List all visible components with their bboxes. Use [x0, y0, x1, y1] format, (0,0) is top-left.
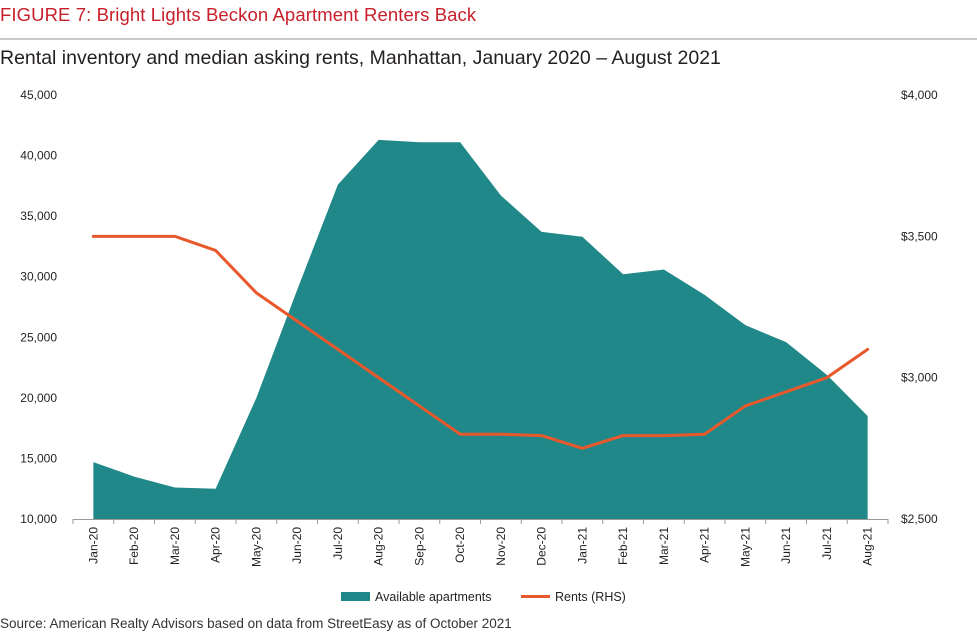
x-tick-label: Mar-20 — [168, 527, 182, 565]
chart-svg: Jan-20 Feb-20 Mar-20 Apr-20 May-20 Jun-20 Jul-… — [20, 88, 938, 604]
chart-subtitle: Rental inventory and median asking rents… — [0, 47, 721, 69]
right-y-tick-label: $3,500 — [901, 229, 938, 243]
legend-swatch-available-apartments — [341, 592, 370, 601]
left-y-tick-label: 35,000 — [20, 209, 57, 223]
left-y-tick-label: 30,000 — [20, 270, 57, 284]
x-tick-label: Feb-21 — [616, 527, 630, 565]
left-y-tick-label: 45,000 — [20, 88, 57, 102]
left-y-tick-label: 20,000 — [20, 391, 57, 405]
x-tick-label: Aug-21 — [861, 527, 875, 566]
x-tick-label: Oct-20 — [453, 527, 467, 563]
x-tick-label: Jun-21 — [779, 527, 793, 564]
x-tick-label: May-21 — [738, 527, 752, 567]
x-tick-label: Jan-20 — [86, 527, 100, 564]
area-series-available-apartments — [93, 139, 868, 519]
right-y-tick-label: $3,000 — [901, 371, 938, 385]
x-tick-label: Sep-20 — [412, 527, 426, 566]
x-tick-label: Jun-20 — [290, 527, 304, 564]
x-tick-label: May-20 — [249, 527, 263, 567]
x-tick-label: Jan-21 — [575, 527, 589, 564]
source-note: Source: American Realty Advisors based o… — [0, 616, 512, 631]
x-tick-label: Jul-20 — [331, 527, 345, 560]
left-y-tick-label: 40,000 — [20, 149, 57, 163]
left-y-tick-label: 15,000 — [20, 451, 57, 465]
title-divider — [0, 38, 977, 40]
x-tick-label: Apr-20 — [209, 527, 223, 563]
x-tick-label: Dec-20 — [535, 527, 549, 566]
left-y-tick-label: 25,000 — [20, 330, 57, 344]
right-y-tick-label: $2,500 — [901, 512, 938, 526]
legend-label-rents: Rents (RHS) — [555, 590, 626, 604]
x-tick-label: Feb-20 — [127, 527, 141, 565]
line-series-rents — [91, 234, 870, 450]
legend-label-available-apartments: Available apartments — [375, 590, 492, 604]
figure-title: FIGURE 7: Bright Lights Beckon Apartment… — [0, 4, 477, 25]
left-y-tick-label: 10,000 — [20, 512, 57, 526]
x-tick-label: Mar-21 — [657, 527, 671, 565]
x-tick-label: Apr-21 — [698, 527, 712, 563]
legend: Available apartments Rents (RHS) — [341, 590, 626, 604]
x-tick-label: Jul-21 — [820, 527, 834, 560]
x-tick-label: Nov-20 — [494, 527, 508, 566]
x-tick-label: Aug-20 — [372, 527, 386, 566]
right-y-tick-label: $4,000 — [901, 88, 938, 102]
